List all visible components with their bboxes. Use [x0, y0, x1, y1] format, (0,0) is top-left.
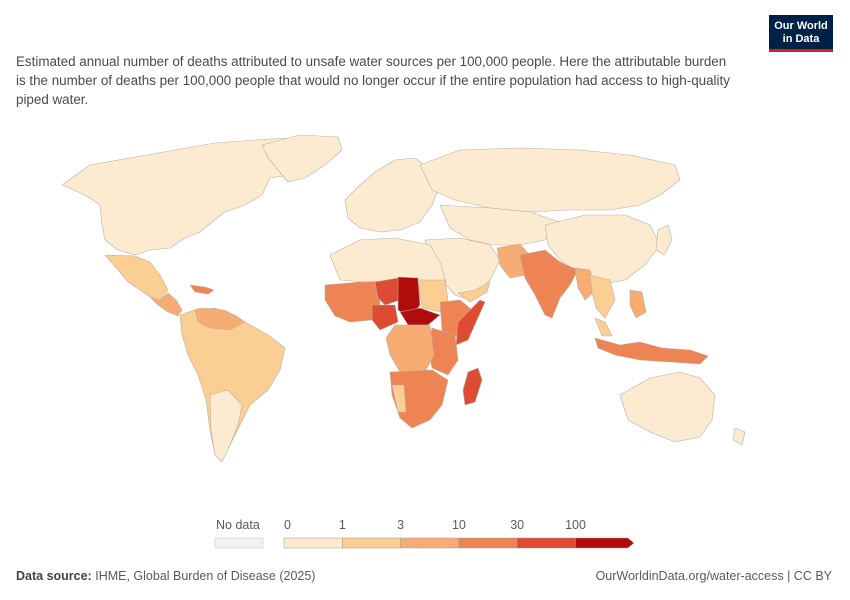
legend-bin-3-10[interactable]: [400, 537, 460, 549]
region-australia[interactable]: [619, 371, 716, 443]
data-source: Data source: IHME, Global Burden of Dise…: [16, 569, 315, 583]
owid-logo[interactable]: Our World in Data: [769, 15, 833, 52]
map-subtitle: Estimated annual number of deaths attrib…: [16, 54, 730, 107]
region-new-zealand[interactable]: [732, 427, 746, 446]
region-central-asia[interactable]: [439, 204, 561, 246]
legend-bin->100[interactable]: [575, 537, 635, 549]
region-europe[interactable]: [344, 157, 441, 233]
logo-line-1: Our World: [774, 20, 828, 32]
source-link[interactable]: OurWorldinData.org/water-access | CC BY: [595, 569, 832, 583]
region-mexico[interactable]: [104, 254, 169, 301]
legend: No data 0 1 3 10 30 100: [214, 518, 635, 549]
region-somalia[interactable]: [455, 299, 486, 346]
legend-bin-1-3[interactable]: [342, 537, 401, 549]
region-china[interactable]: [544, 214, 661, 286]
region-india[interactable]: [519, 249, 579, 319]
data-source-label: Data source:: [16, 569, 92, 583]
logo-line-2: in Data: [782, 32, 820, 45]
region-north-africa[interactable]: [329, 237, 447, 289]
region-russia[interactable]: [419, 147, 681, 213]
region-caribbean[interactable]: [189, 284, 215, 295]
region-central-african-rep[interactable]: [399, 307, 441, 326]
region-venezuela-guyana[interactable]: [194, 307, 246, 331]
legend-tick-0: 0: [284, 518, 291, 532]
region-indochina[interactable]: [589, 274, 616, 319]
region-madagascar[interactable]: [462, 367, 483, 406]
legend-tick-1: 1: [339, 518, 346, 532]
region-niger[interactable]: [374, 277, 401, 306]
legend-bin-10-30[interactable]: [458, 537, 518, 549]
legend-tick-10: 10: [452, 518, 466, 532]
legend-tick-3: 3: [397, 518, 404, 532]
legend-tick-100: 100: [565, 518, 586, 532]
region-congo-basin[interactable]: [385, 324, 435, 373]
region-yemen[interactable]: [457, 281, 491, 303]
region-greenland[interactable]: [261, 134, 343, 183]
region-namibia[interactable]: [391, 384, 407, 413]
region-malaysia[interactable]: [594, 317, 613, 337]
legend-tick-30: 30: [510, 518, 524, 532]
region-japan[interactable]: [655, 224, 673, 256]
legend-no-data-swatch: [214, 537, 264, 549]
region-north-america[interactable]: [61, 137, 341, 256]
logo-accent-bar: [769, 49, 833, 52]
legend-bin-0-1[interactable]: [283, 537, 343, 549]
region-southern-cone[interactable]: [209, 389, 243, 463]
data-source-text: IHME, Global Burden of Disease (2025): [95, 569, 316, 583]
region-indonesia[interactable]: [594, 337, 709, 365]
region-central-america[interactable]: [149, 292, 183, 317]
region-nigeria[interactable]: [371, 304, 399, 331]
region-southern-africa[interactable]: [389, 369, 449, 429]
legend-bin-30-100[interactable]: [516, 537, 576, 549]
legend-no-data-label: No data: [216, 518, 260, 532]
region-philippines[interactable]: [629, 289, 647, 319]
